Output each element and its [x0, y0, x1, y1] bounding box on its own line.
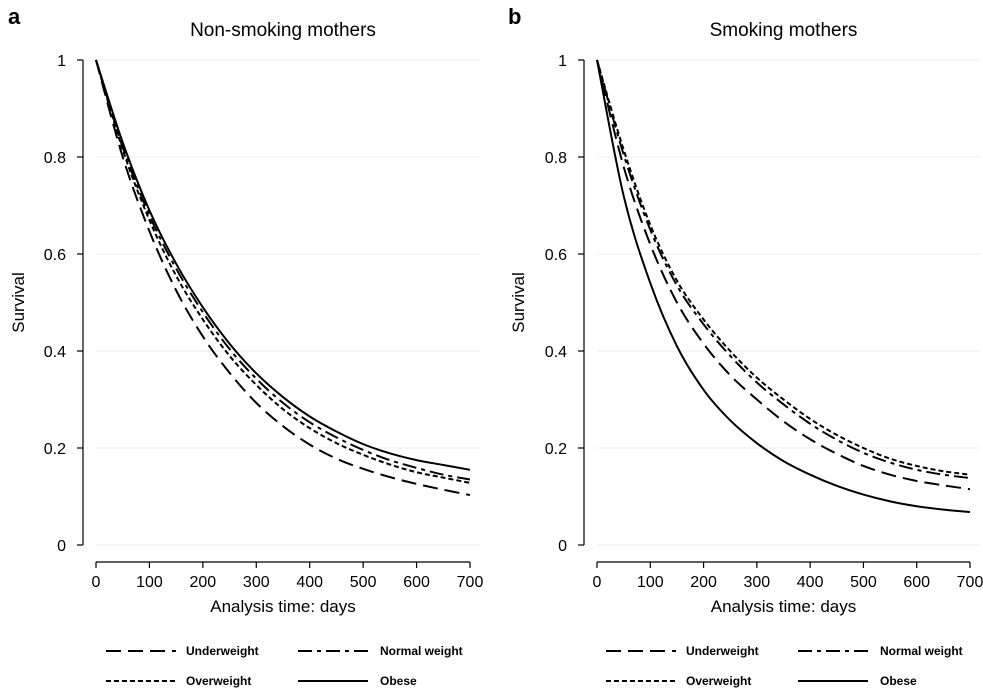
y-axis-label: Survival	[9, 272, 28, 332]
x-tick-label: 300	[243, 574, 270, 591]
x-tick-label: 0	[593, 574, 602, 591]
x-tick-label: 100	[637, 574, 664, 591]
series-line-obese	[95, 59, 471, 471]
x-tick-label: 400	[797, 574, 824, 591]
x-tick-label: 0	[92, 574, 101, 591]
y-tick-label: 0.4	[44, 344, 66, 361]
legend-label: Normal weight	[380, 644, 463, 658]
y-tick-label: 1	[558, 53, 567, 70]
legend-label: Obese	[380, 674, 417, 688]
series-line-overweight	[95, 59, 471, 484]
x-tick-label: 500	[350, 574, 377, 591]
x-tick-label: 200	[690, 574, 717, 591]
x-tick-label: 100	[136, 574, 163, 591]
y-tick-label: 0.6	[545, 247, 567, 264]
y-tick-label: 0.8	[545, 150, 567, 167]
y-tick-label: 0.2	[545, 441, 567, 458]
legend-label: Underweight	[686, 644, 759, 658]
y-tick-label: 0	[57, 538, 66, 555]
y-axis-label: Survival	[509, 272, 528, 332]
x-tick-label: 700	[457, 574, 484, 591]
x-tick-label: 500	[850, 574, 877, 591]
x-tick-label: 400	[296, 574, 323, 591]
y-tick-label: 0.4	[545, 344, 567, 361]
x-tick-label: 700	[957, 574, 983, 591]
series-line-overweight	[596, 59, 971, 476]
y-tick-label: 0	[558, 538, 567, 555]
chart-panel-b: b Smoking mothers 0 0.2 0.4 0.6 0.8 1 0 100 200 300…	[508, 4, 983, 688]
series-line-underweight	[596, 59, 971, 491]
series-line-obese	[596, 59, 971, 514]
x-tick-label: 300	[744, 574, 771, 591]
series-line-normal-weight	[596, 59, 971, 480]
x-axis-label: Analysis time: days	[711, 597, 857, 616]
x-tick-label: 600	[903, 574, 930, 591]
x-tick-label: 200	[190, 574, 217, 591]
y-tick-label: 0.6	[44, 247, 66, 264]
legend-label: Obese	[880, 674, 917, 688]
series-line-underweight	[95, 59, 471, 497]
y-tick-label: 0.8	[44, 150, 66, 167]
panel-letter: b	[508, 4, 521, 29]
legend-label: Underweight	[186, 644, 259, 658]
legend: Underweight Normal weight Overweight Obese	[106, 644, 463, 688]
x-axis-label: Analysis time: days	[210, 597, 356, 616]
chart-title: Non-smoking mothers	[190, 20, 376, 41]
y-tick-label: 0.2	[44, 441, 66, 458]
y-tick-label: 1	[57, 53, 66, 70]
legend: Underweight Normal weight Overweight Obese	[606, 644, 963, 688]
series-line-normal-weight	[95, 59, 471, 481]
legend-label: Overweight	[186, 674, 251, 688]
panel-letter: a	[8, 4, 21, 29]
x-tick-label: 600	[403, 574, 430, 591]
legend-label: Normal weight	[880, 644, 963, 658]
chart-panel-a: a Non-smoking mothers 0 0.2 0.4 0.6 0.8 1 0 100 20…	[8, 4, 483, 688]
legend-label: Overweight	[686, 674, 751, 688]
chart-title: Smoking mothers	[710, 20, 858, 41]
